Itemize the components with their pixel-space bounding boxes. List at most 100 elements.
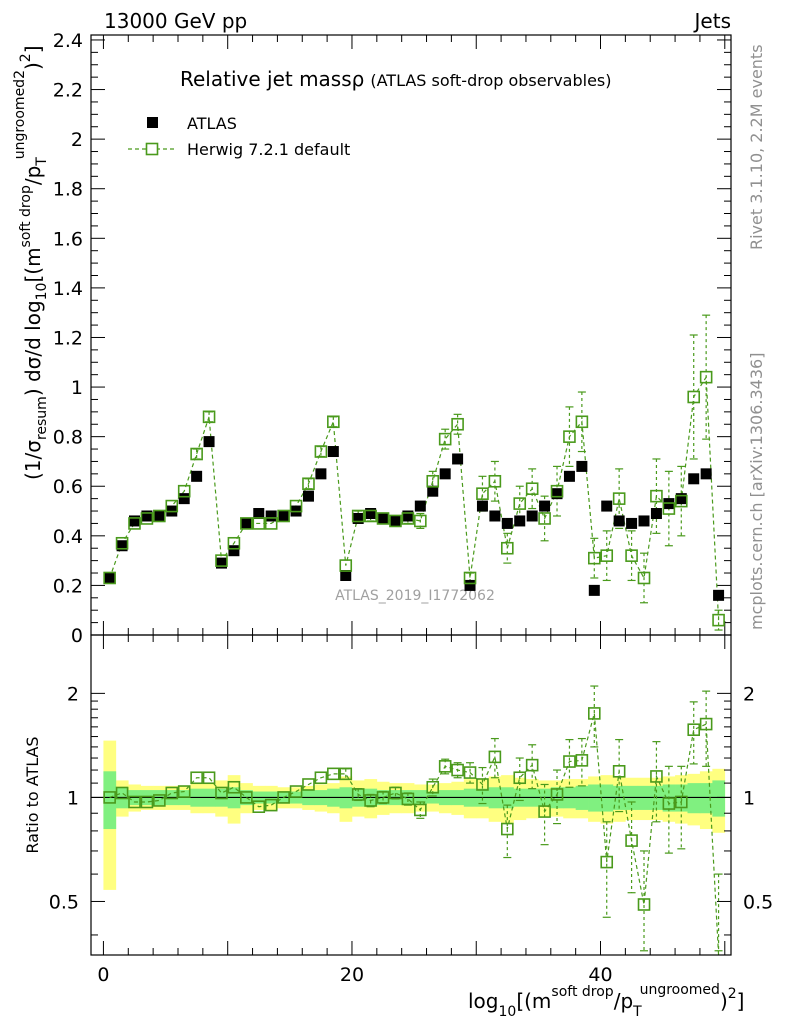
main-y-tick-label: 2.2 — [53, 80, 83, 102]
ratio-mc-point — [476, 778, 489, 791]
ratio-mc-point — [339, 767, 353, 781]
x-tick-label: 0 — [97, 964, 109, 986]
data-point — [700, 468, 712, 480]
header-right: Jets — [693, 9, 731, 33]
mc-point — [115, 536, 129, 550]
ratio-mc-point — [190, 771, 203, 785]
data-point — [452, 453, 464, 465]
data-series — [104, 436, 725, 601]
mc-point — [364, 509, 377, 523]
mc-point — [240, 517, 253, 530]
mc-point — [550, 484, 564, 498]
ratio-mc-point — [165, 786, 179, 800]
ratio-mc-point — [463, 766, 477, 779]
band-inner-bin — [687, 783, 701, 814]
data-point — [526, 510, 538, 522]
data-point — [315, 468, 327, 480]
ratio-mc-point — [426, 780, 440, 794]
ratio-mc-point — [202, 771, 216, 785]
data-point — [688, 473, 700, 485]
ratio-mc-point — [575, 754, 589, 767]
main-y-tick-label: 2.4 — [53, 30, 83, 52]
mc-point — [227, 536, 241, 550]
data-point — [104, 572, 116, 584]
mc-point — [674, 494, 688, 508]
mc-point — [302, 477, 315, 491]
data-point — [638, 515, 650, 527]
ratio-y-tick-label: 1 — [67, 787, 79, 809]
data-point — [116, 540, 128, 552]
mc-point — [563, 430, 576, 443]
mc-point — [264, 517, 278, 530]
main-panel: ATLAS_2019_I1772062 0 0.2 0.4 0.6 0.8 1 1.2 1.4… — [12, 30, 732, 647]
mc-point — [314, 445, 328, 458]
ratio-mc-point — [103, 791, 116, 804]
legend-mc-label: Herwig 7.2.1 default — [187, 140, 350, 159]
data-point — [240, 517, 252, 529]
mc-point — [190, 447, 203, 461]
x-axis-label: log10[(msoft drop/pTungroomed)2] — [468, 982, 744, 1020]
main-y-tick-label: 0.6 — [53, 476, 83, 498]
ratio-mc-point — [612, 765, 626, 778]
ratio-mc-point — [314, 771, 328, 785]
data-point — [601, 500, 613, 512]
mc-point — [426, 474, 440, 488]
band-inner-bin — [588, 784, 601, 812]
data-point — [650, 508, 662, 520]
mc-point — [414, 514, 427, 528]
ratio-mc-point — [264, 798, 278, 812]
mc-point — [140, 512, 154, 525]
mc-point — [538, 512, 551, 525]
data-point — [713, 589, 725, 601]
mc-point — [662, 502, 676, 515]
data-point — [427, 485, 439, 497]
data-point — [153, 510, 165, 522]
ratio-mc-point — [177, 785, 191, 798]
mc-point — [463, 571, 477, 585]
ratio-mc-point — [687, 723, 701, 737]
ratio-mc-point — [140, 795, 154, 809]
mc-point — [488, 474, 502, 488]
main-y-tick-label: 0.8 — [53, 427, 83, 449]
mc-point — [625, 549, 638, 562]
data-point — [389, 515, 401, 527]
main-y-tick-label: 1.4 — [53, 278, 83, 300]
main-y-tick-label: 1 — [71, 377, 83, 399]
ratio-mc-point — [414, 803, 427, 817]
ratio-mc-point — [364, 794, 377, 807]
data-point — [128, 515, 140, 527]
ratio-mc-point — [662, 797, 676, 810]
main-y-tick-label: 1.6 — [53, 228, 83, 250]
header-left: 13000 GeV pp — [104, 9, 247, 33]
data-point — [675, 493, 687, 505]
main-y-tick-label: 1.8 — [53, 179, 83, 201]
mc-point — [165, 499, 179, 513]
ratio-mc-point — [538, 805, 551, 818]
ratio-mc-line — [109, 713, 720, 956]
main-y-tick-label: 2 — [71, 129, 83, 151]
mc-point — [438, 432, 452, 446]
ratio-y-tick-label: 0.5 — [49, 891, 79, 913]
legend-data-label: ATLAS — [187, 114, 237, 133]
data-point — [377, 512, 389, 524]
ratio-mc-connecting-line — [109, 713, 720, 956]
data-point — [439, 468, 451, 480]
ratio-mc-point — [637, 898, 651, 911]
ratio-frame — [90, 634, 732, 956]
ratio-mc-point — [252, 800, 266, 814]
mc-point — [650, 489, 663, 503]
mc-point — [351, 509, 365, 523]
data-point — [514, 515, 526, 527]
ratio-mc-point — [513, 771, 527, 785]
legend-data-marker — [147, 117, 158, 128]
data-point — [191, 470, 203, 482]
main-y-tick-label: 0.2 — [53, 575, 83, 597]
mc-point — [339, 559, 353, 572]
mc-point — [588, 551, 601, 565]
legend-mc-marker — [145, 142, 159, 156]
data-point — [203, 436, 215, 448]
ratio-mc-point — [327, 767, 340, 781]
data-point — [476, 500, 488, 512]
ratio-mc-point — [588, 707, 601, 720]
